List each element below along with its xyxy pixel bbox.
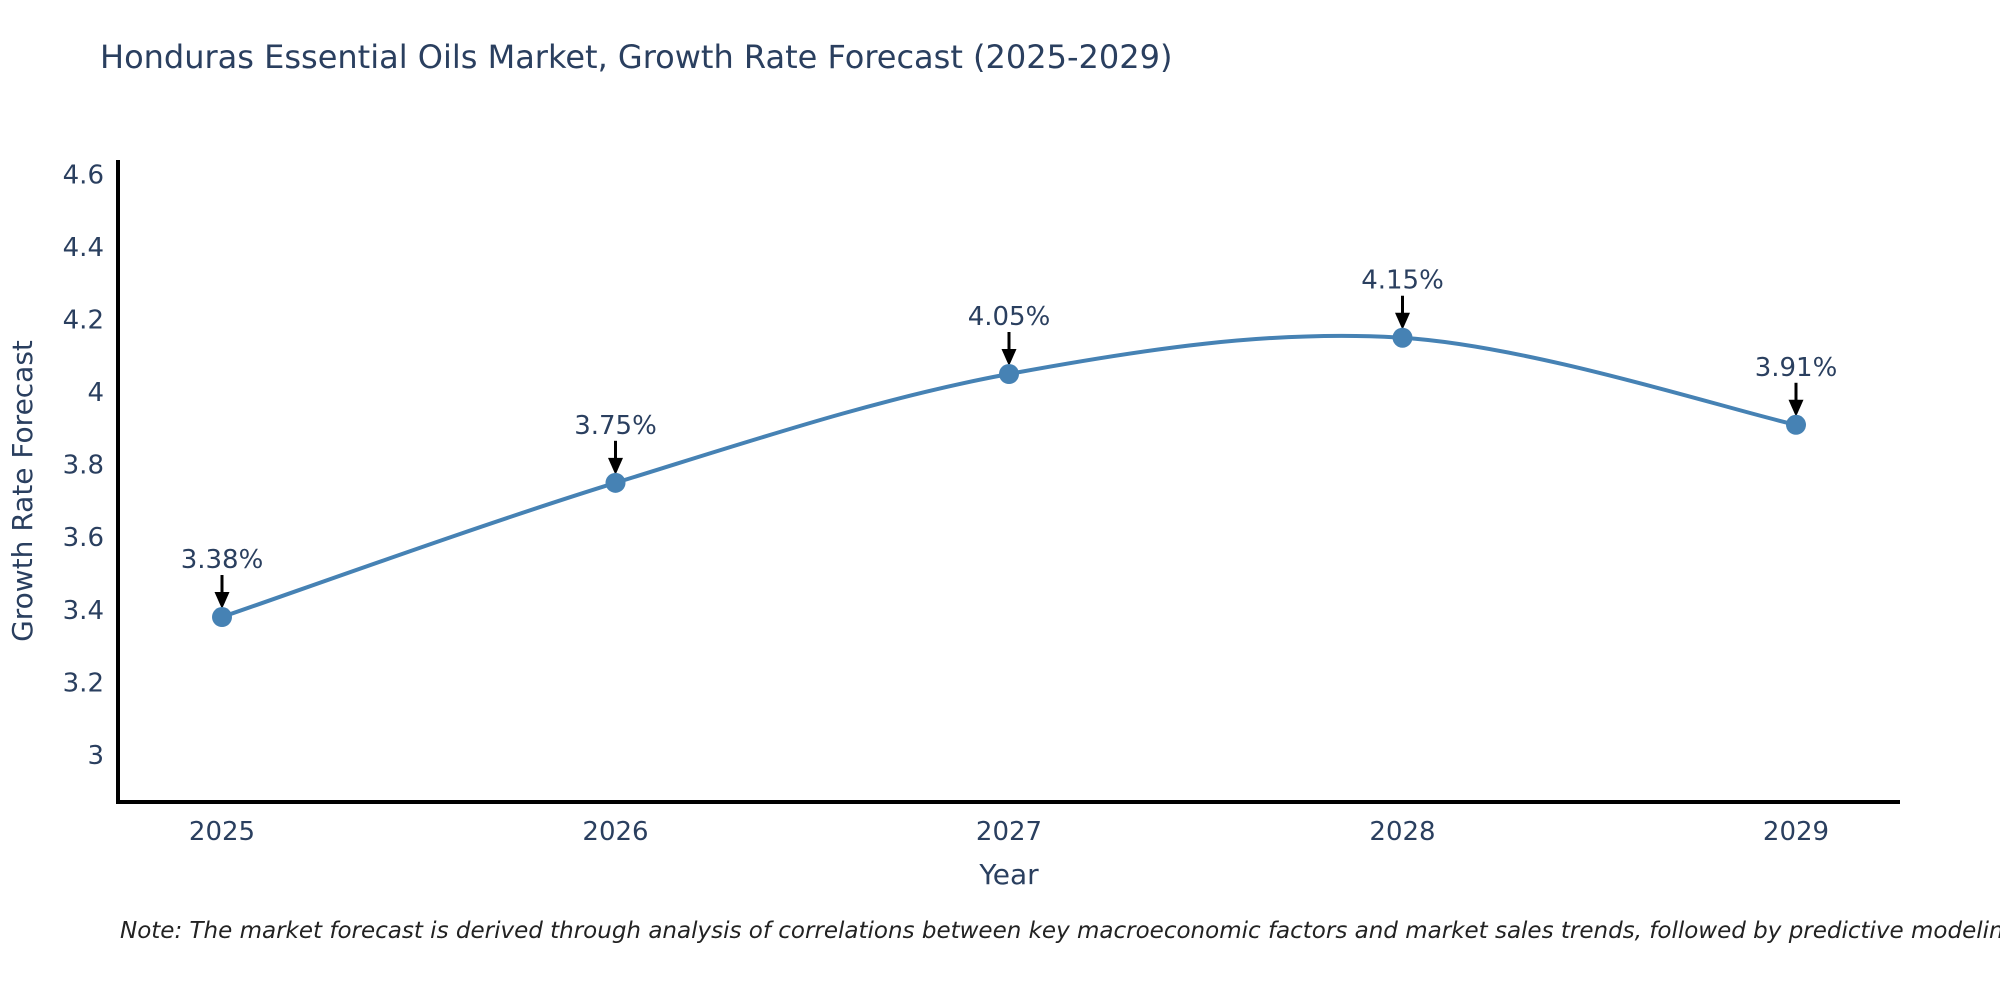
data-point-marker [999,364,1019,384]
x-tick-label: 2029 [1763,817,1829,847]
annotation-arrowhead [608,457,623,475]
chart-title: Honduras Essential Oils Market, Growth R… [100,38,1173,76]
methodology-note: Note: The market forecast is derived thr… [120,918,2000,944]
chart-dynamic-layer: 3 3.2 3.4 3.6 3.8 4 4.2 4.4 4.6 2025 2026 2027 2028 2… [63,160,1900,847]
data-point-marker [1392,327,1413,348]
annotation-arrowhead [214,592,230,610]
y-tick-label: 3.8 [63,451,104,481]
y-tick-label: 4.4 [63,233,104,263]
y-tick-label: 3.4 [63,596,104,626]
data-point-label: 3.91% [1755,353,1838,383]
data-point-label: 3.75% [574,411,657,441]
y-tick-label: 3 [87,741,104,771]
x-tick-label: 2028 [1369,817,1435,847]
y-tick-label: 4 [87,378,104,408]
annotation-arrowhead [1788,399,1804,417]
annotation-arrowhead [1001,349,1017,366]
x-tick-label: 2026 [582,817,648,847]
data-point-marker [1786,414,1806,435]
data-point-marker [212,607,232,628]
y-tick-label: 4.6 [63,161,104,191]
x-tick-label: 2027 [976,817,1042,847]
data-point-label: 4.15% [1361,266,1444,296]
data-point-marker [605,472,626,493]
y-tick-label: 3.6 [63,523,104,553]
y-tick-label: 3.2 [63,668,104,698]
data-point-label: 4.05% [968,302,1051,332]
y-tick-label: 4.2 [63,306,104,336]
annotation-arrowhead [1395,312,1410,330]
data-point-label: 3.38% [181,545,264,575]
x-axis-title: Year [978,858,1039,891]
y-axis-title: Growth Rate Forecast [6,340,39,642]
x-tick-label: 2025 [189,817,255,847]
